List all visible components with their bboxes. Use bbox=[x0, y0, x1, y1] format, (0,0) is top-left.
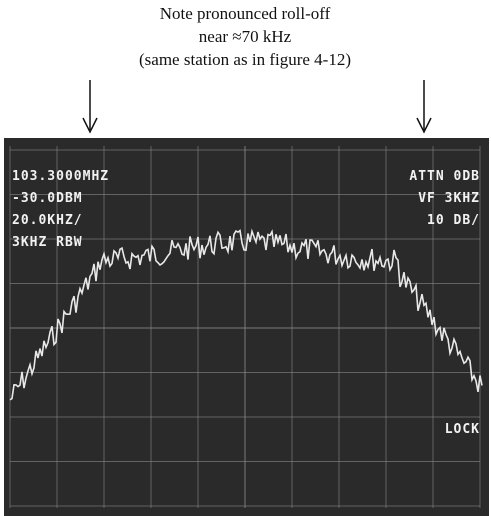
spectrum-trace bbox=[9, 228, 483, 401]
analyzer-screen bbox=[4, 138, 489, 516]
arrow-head bbox=[82, 117, 98, 134]
readout: ATTN 0DB bbox=[409, 169, 480, 184]
status: LOCK bbox=[445, 422, 480, 437]
readout: 3KHZ RBW bbox=[12, 235, 83, 250]
readout: VF 3KHZ bbox=[418, 191, 480, 206]
arrow-head bbox=[416, 117, 432, 134]
readout: 103.3000MHZ bbox=[12, 169, 109, 184]
readout: 10 DB/ bbox=[427, 213, 480, 228]
arrows bbox=[82, 80, 432, 134]
annotation-line: Note pronounced roll-off bbox=[160, 4, 331, 23]
readout: -30.0DBM bbox=[12, 191, 83, 206]
readout: 20.0KHZ/ bbox=[12, 213, 83, 228]
annotation-line: near ≈70 kHz bbox=[199, 27, 292, 46]
annotation-line: (same station as in figure 4-12) bbox=[139, 50, 351, 69]
